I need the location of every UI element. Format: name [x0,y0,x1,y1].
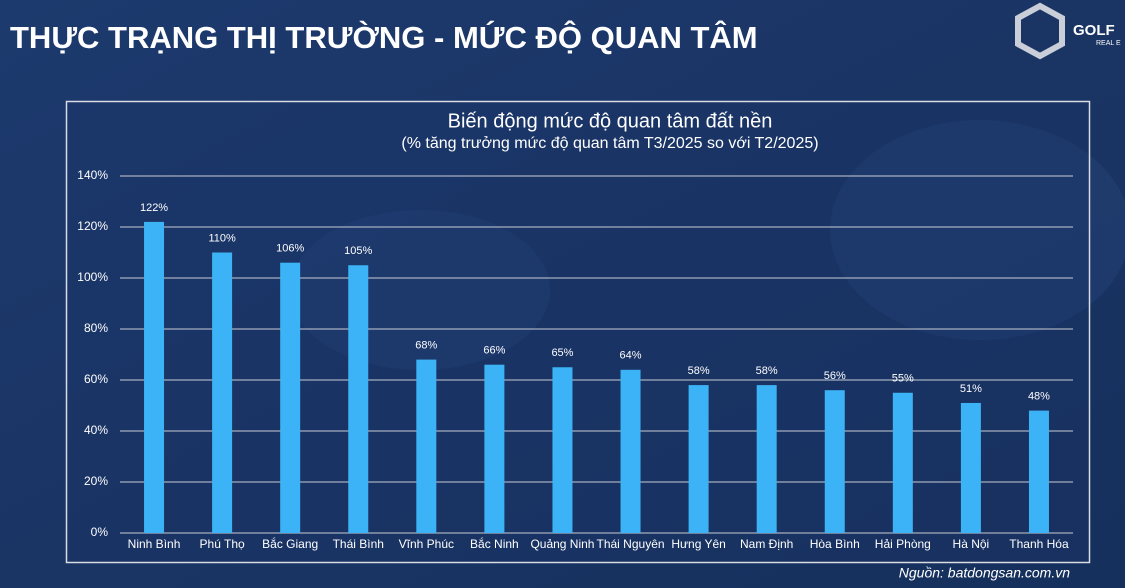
y-tick-label: 0% [91,525,109,539]
value-label: 105% [344,245,372,257]
x-tick-label: Phú Thọ [200,537,245,551]
bar [552,367,573,533]
bar [416,359,437,533]
x-tick-label: Ninh Bình [128,537,181,551]
x-tick-label: Thái Nguyên [597,537,665,551]
x-tick-label: Hải Phòng [875,537,931,551]
value-label: 55% [892,373,914,385]
bar [484,364,505,533]
y-tick-label: 120% [77,219,108,233]
bar [620,369,641,533]
bar [892,392,913,533]
logo: GOLF REAL E [1015,2,1121,60]
bar [212,252,233,533]
y-tick-label: 40% [84,423,108,437]
bar [348,265,369,533]
slide-title: THỰC TRẠNG THỊ TRƯỜNG - MỨC ĐỘ QUAN TÂM [10,19,758,55]
value-label: 65% [551,347,573,359]
logo-tagline: REAL E [1096,40,1121,47]
value-label: 58% [688,365,710,377]
value-label: 58% [756,365,778,377]
logo-mark [1015,2,1065,60]
bar [1028,410,1049,533]
bar [756,385,777,533]
x-tick-label: Bắc Ninh [470,536,519,551]
x-tick-label: Nam Định [740,537,793,551]
y-tick-label: 80% [84,321,108,335]
logo-name: GOLF [1073,22,1115,39]
y-tick-label: 60% [84,372,108,386]
x-tick-label: Hà Nội [953,537,990,551]
bar [280,262,301,533]
x-tick-label: Vĩnh Phúc [399,537,454,551]
bar [960,402,981,533]
x-tick-label: Hưng Yên [671,537,726,551]
x-tick-label: Hòa Bình [810,537,860,551]
chart-subtitle: (% tăng trưởng mức độ quan tâm T3/2025 s… [401,135,818,152]
value-label: 48% [1028,391,1050,403]
value-label: 66% [483,345,505,357]
source: Nguồn: batdongsan.com.vn [899,565,1070,581]
bar [824,390,845,533]
value-label: 51% [960,383,982,395]
bar [688,385,709,533]
x-tick-label: Thanh Hóa [1009,537,1069,551]
value-label: 106% [276,243,304,255]
chart-title: Biến động mức độ quan tâm đất nền [448,110,773,132]
background-shape [830,120,1125,340]
value-label: 56% [824,370,846,382]
y-tick-label: 100% [77,270,108,284]
value-label: 68% [415,340,437,352]
x-tick-label: Bắc Giang [262,536,318,551]
y-tick-label: 20% [84,474,108,488]
x-tick-label: Thái Bình [333,537,384,551]
value-label: 122% [140,202,168,214]
y-tick-label: 140% [77,168,108,182]
x-tick-label: Quảng Ninh [530,537,594,551]
value-label: 110% [208,232,236,244]
bar [144,221,165,533]
value-label: 64% [620,350,642,362]
chart-frame [65,100,1091,564]
